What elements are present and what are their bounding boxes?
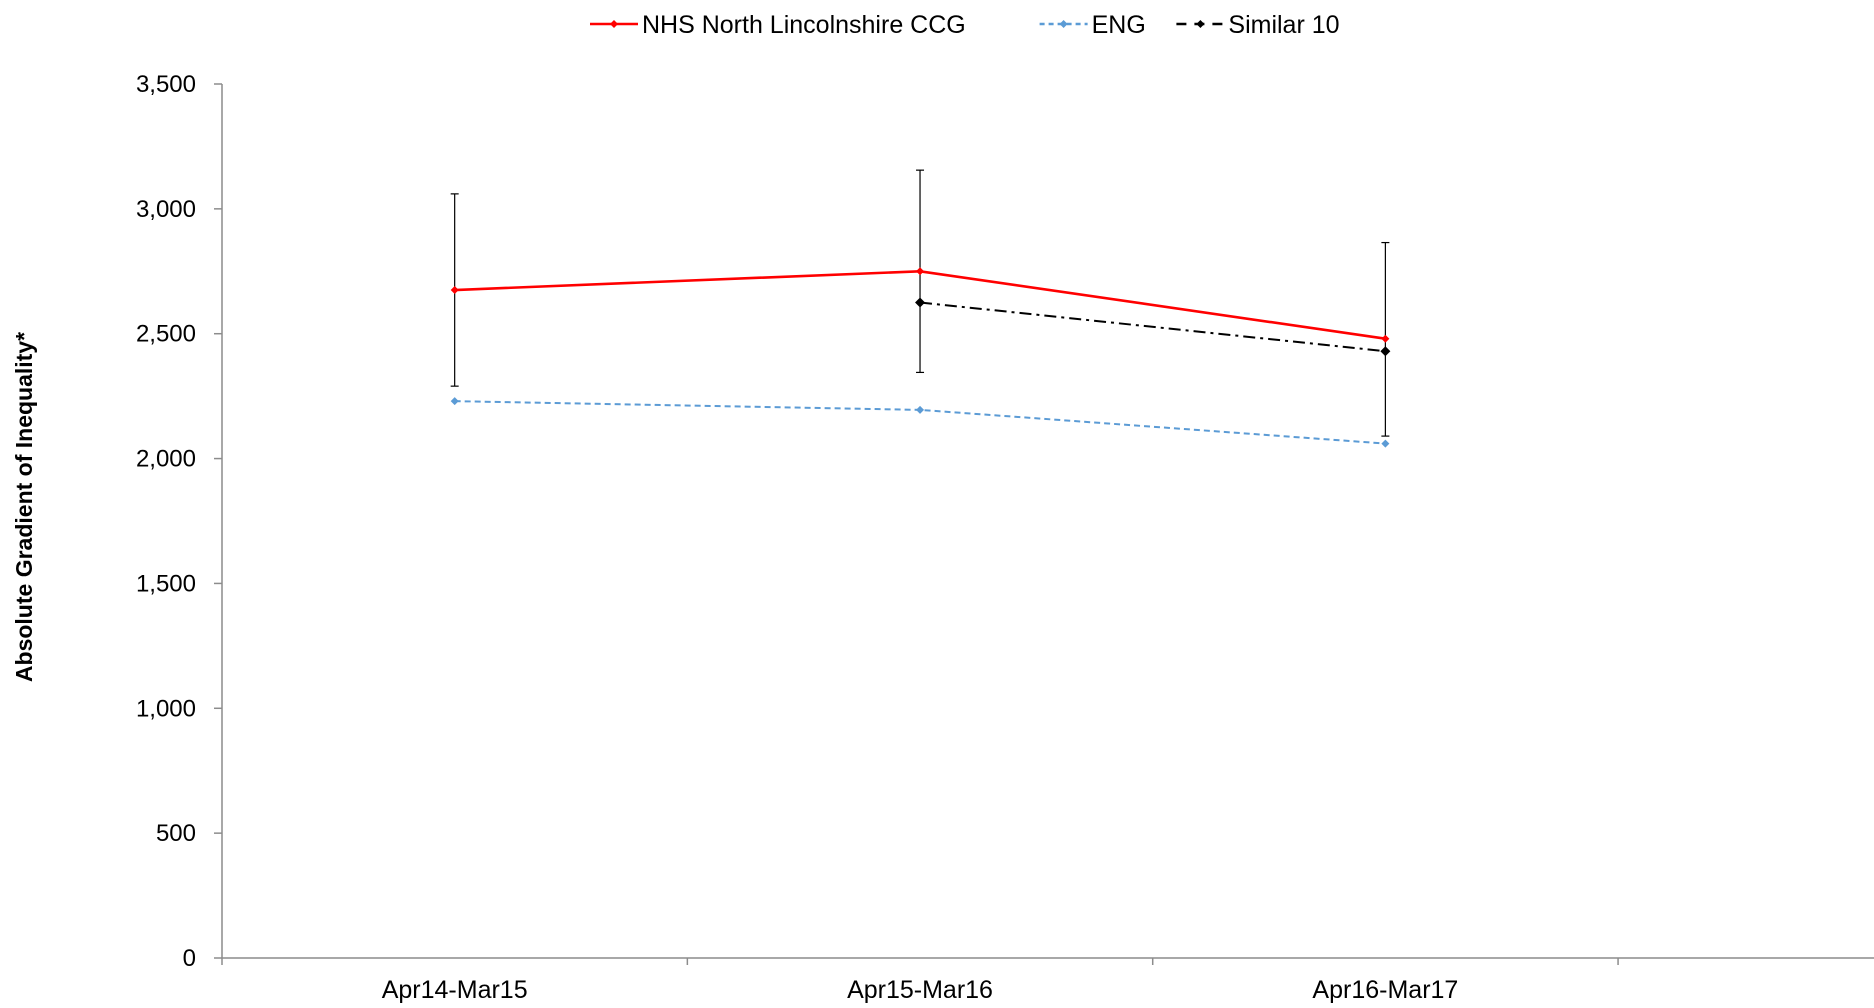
legend-label-similar-10: Similar 10: [1228, 11, 1339, 39]
series-markers: [450, 267, 1391, 448]
data-point-eng: [916, 405, 925, 414]
legend-marker-eng: [1059, 20, 1068, 28]
x-tick-label: Apr15-Mar16: [847, 976, 993, 1003]
data-point-nhs-north-lincolnshire-ccg: [916, 267, 925, 276]
y-tick-label: 1,500: [136, 570, 196, 597]
y-tick-label: 2,500: [136, 321, 196, 348]
y-tick-label: 1,000: [136, 695, 196, 722]
legend-label-eng: ENG: [1092, 11, 1146, 39]
y-tick-label: 3,000: [136, 196, 196, 223]
data-point-similar-10: [1380, 346, 1391, 357]
data-point-eng: [450, 397, 459, 406]
y-axis-title: Absolute Gradient of Inequality*: [11, 332, 37, 682]
legend: NHS North Lincolnshire CCG ENG Similar 10: [590, 11, 1340, 39]
data-point-nhs-north-lincolnshire-ccg: [1381, 334, 1390, 343]
legend-label-nhs-north-lincolnshire-ccg: NHS North Lincolnshire CCG: [642, 11, 966, 39]
series-line-similar-10: [919, 301, 1386, 353]
y-tick-label: 500: [156, 820, 196, 847]
legend-marker-nhs-north-lincolnshire-ccg: [610, 20, 618, 28]
axes: 0 500 1,000 1,500 2,000 2,500 3,000 3,500 Apr14-…: [136, 71, 1874, 1004]
data-point-eng: [1381, 439, 1390, 448]
data-point-nhs-north-lincolnshire-ccg: [450, 286, 459, 295]
y-tick-label: 2,000: [136, 446, 196, 473]
y-tick-label: 3,500: [136, 71, 196, 98]
x-tick-label: Apr16-Mar17: [1312, 976, 1458, 1003]
y-tick-label: 0: [183, 945, 196, 972]
legend-marker-similar-10: [1196, 20, 1205, 28]
x-tick-label: Apr14-Mar15: [382, 976, 528, 1003]
data-point-similar-10: [915, 297, 926, 308]
